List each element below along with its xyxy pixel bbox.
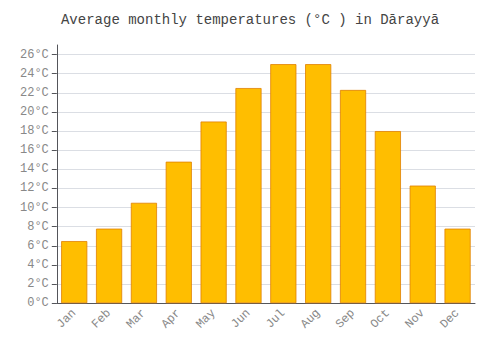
- svg-text:Sep: Sep: [333, 306, 358, 331]
- svg-text:24°C: 24°C: [20, 67, 49, 81]
- svg-text:Jun: Jun: [228, 306, 253, 331]
- svg-text:20°C: 20°C: [20, 105, 49, 119]
- svg-text:16°C: 16°C: [20, 143, 49, 157]
- svg-text:26°C: 26°C: [20, 48, 49, 62]
- svg-text:Apr: Apr: [159, 306, 184, 331]
- svg-text:Jul: Jul: [263, 306, 288, 331]
- svg-text:Jan: Jan: [54, 306, 79, 331]
- svg-text:4°C: 4°C: [27, 258, 49, 272]
- svg-text:Oct: Oct: [368, 306, 393, 331]
- svg-text:14°C: 14°C: [20, 162, 49, 176]
- svg-text:May: May: [193, 306, 218, 331]
- svg-text:Feb: Feb: [89, 306, 114, 331]
- svg-text:Nov: Nov: [403, 306, 428, 331]
- svg-text:2°C: 2°C: [27, 277, 49, 291]
- svg-text:0°C: 0°C: [27, 296, 49, 310]
- svg-text:Average monthly temperatures (: Average monthly temperatures (°C ) in Dā…: [61, 12, 439, 28]
- svg-text:Dec: Dec: [437, 306, 462, 331]
- svg-text:12°C: 12°C: [20, 181, 49, 195]
- svg-text:Aug: Aug: [298, 306, 323, 331]
- svg-text:Mar: Mar: [124, 306, 149, 331]
- svg-text:22°C: 22°C: [20, 86, 49, 100]
- svg-text:6°C: 6°C: [27, 239, 49, 253]
- svg-text:18°C: 18°C: [20, 124, 49, 138]
- svg-text:10°C: 10°C: [20, 201, 49, 215]
- svg-text:8°C: 8°C: [27, 220, 49, 234]
